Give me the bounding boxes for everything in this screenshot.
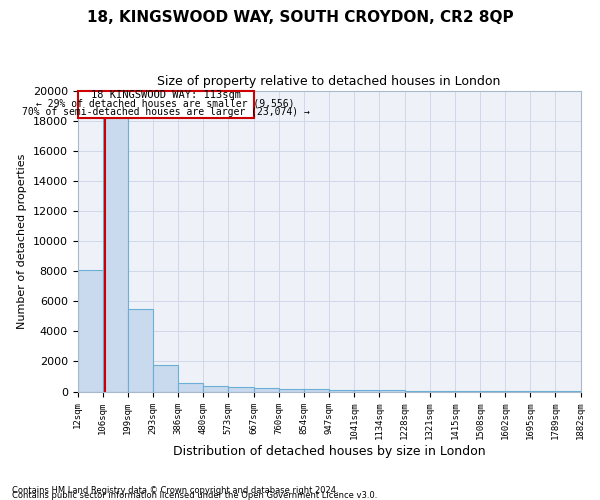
Bar [404,390,430,392]
Text: ← 29% of detached houses are smaller (9,556): ← 29% of detached houses are smaller (9,… [37,98,295,108]
Bar [455,391,480,392]
Bar [229,387,254,392]
Y-axis label: Number of detached properties: Number of detached properties [17,154,27,329]
Text: Contains HM Land Registry data © Crown copyright and database right 2024.: Contains HM Land Registry data © Crown c… [12,486,338,495]
Text: 18 KINGSWOOD WAY: 113sqm: 18 KINGSWOOD WAY: 113sqm [91,90,241,101]
Bar [103,98,128,392]
Text: 70% of semi-detached houses are larger (23,074) →: 70% of semi-detached houses are larger (… [22,107,310,117]
Title: Size of property relative to detached houses in London: Size of property relative to detached ho… [157,75,500,88]
Bar [304,390,329,392]
Bar [128,309,153,392]
Bar [153,366,178,392]
Bar [379,390,404,392]
Bar [203,386,229,392]
Bar [178,384,203,392]
Bar [254,388,279,392]
Bar [77,90,254,118]
X-axis label: Distribution of detached houses by size in London: Distribution of detached houses by size … [173,444,485,458]
Text: Contains public sector information licensed under the Open Government Licence v3: Contains public sector information licen… [12,491,377,500]
Bar [279,389,304,392]
Bar [354,390,379,392]
Bar [430,391,455,392]
Text: 18, KINGSWOOD WAY, SOUTH CROYDON, CR2 8QP: 18, KINGSWOOD WAY, SOUTH CROYDON, CR2 8Q… [86,10,514,25]
Bar [329,390,354,392]
Bar [77,270,103,392]
